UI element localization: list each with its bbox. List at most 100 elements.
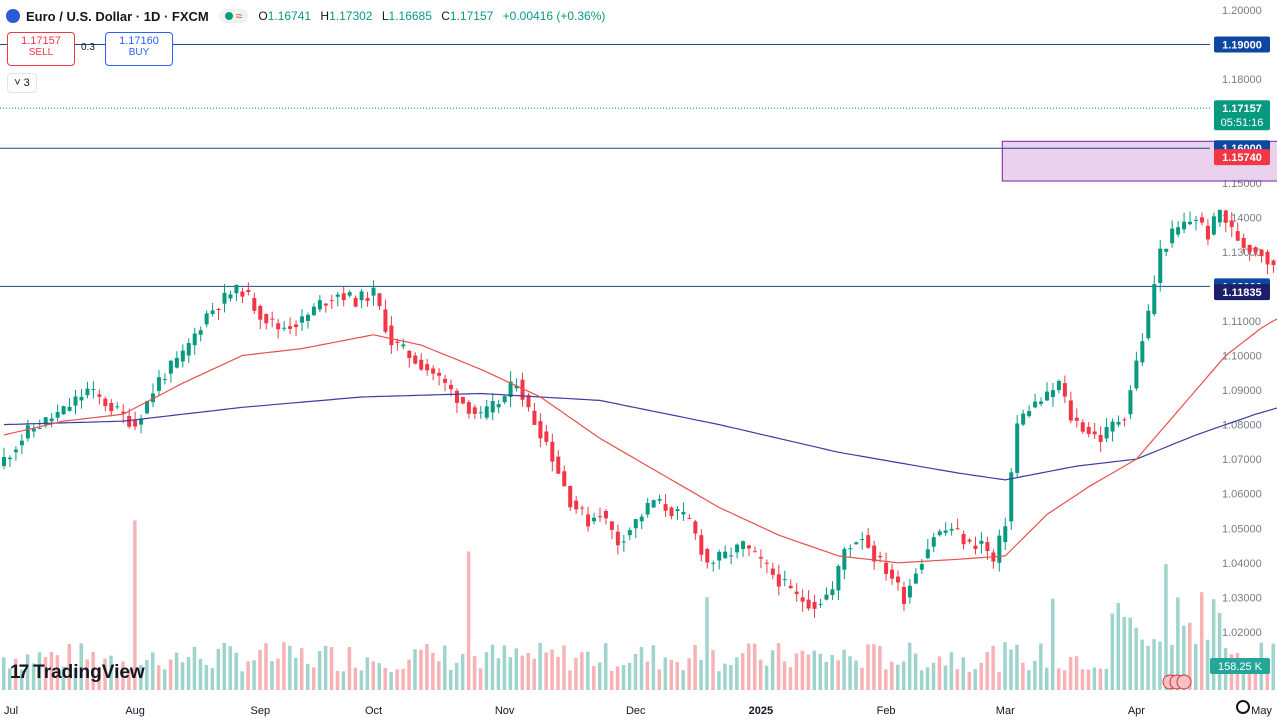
volume-bar: [693, 644, 697, 690]
volume-bar: [395, 669, 399, 690]
y-tick-label: 1.05000: [1222, 523, 1262, 535]
volume-bar: [1217, 613, 1222, 690]
candle-body: [1110, 421, 1115, 432]
market-status[interactable]: ≈: [218, 9, 249, 23]
volume-bar: [156, 665, 161, 690]
x-tick-label: Feb: [877, 705, 896, 717]
candle-body: [544, 431, 549, 442]
volume-bar: [1116, 603, 1121, 690]
volume-bar: [681, 670, 685, 690]
candle-body: [848, 548, 853, 550]
volume-bar: [240, 671, 244, 690]
candle-body: [222, 292, 227, 304]
candle-body: [252, 297, 257, 311]
volume-bar: [1128, 617, 1132, 690]
volume-bar: [389, 671, 393, 690]
y-tick-label: 1.09000: [1222, 385, 1262, 397]
candle-body: [43, 417, 48, 425]
candle-body: [663, 504, 668, 511]
symbol-title[interactable]: Euro / U.S. Dollar · 1D · FXCM: [26, 8, 209, 24]
candle-body: [633, 519, 638, 529]
candle-body: [443, 378, 448, 383]
volume-bar: [1033, 660, 1037, 690]
volume-bar: [669, 659, 674, 690]
volume-bar: [1194, 644, 1198, 690]
candle-body: [806, 599, 811, 609]
volume-bar: [1086, 669, 1091, 690]
candle-body: [1116, 421, 1121, 425]
volume-bar: [43, 657, 48, 690]
indicators-toggle[interactable]: ˅ 3: [7, 73, 37, 93]
volume-bar: [276, 658, 280, 690]
volume-bar: [210, 668, 215, 690]
candle-body: [1033, 401, 1038, 408]
volume-bar: [407, 659, 411, 690]
candle-body: [353, 297, 358, 307]
volume-bar: [663, 657, 668, 690]
volume-bar: [347, 647, 352, 690]
volume-bar: [961, 657, 966, 690]
y-tick-label: 1.18000: [1222, 74, 1262, 86]
candle-body: [651, 500, 656, 508]
candle-body: [1211, 216, 1216, 235]
candle-body: [1146, 310, 1151, 339]
volume-bar: [1146, 645, 1150, 690]
candle-body: [562, 471, 567, 487]
high-value: 1.17302: [329, 9, 373, 23]
candle-body: [264, 314, 269, 324]
candle-body: [514, 385, 519, 389]
volume-bar: [365, 657, 370, 690]
candle-body: [1074, 417, 1079, 421]
x-tick-label: Jul: [4, 705, 18, 717]
globe-icon: [6, 9, 20, 23]
volume-bar: [145, 659, 149, 690]
candle-body: [1039, 401, 1044, 404]
chart-header: Euro / U.S. Dollar · 1D · FXCM ≈ O1.1674…: [6, 6, 611, 26]
candle-body: [466, 402, 471, 414]
volume-bar: [55, 655, 60, 690]
candle-body: [186, 343, 191, 356]
x-tick-label: Nov: [495, 705, 515, 717]
candle-body: [258, 305, 263, 320]
volume-bar: [943, 665, 948, 690]
volume-bar: [1015, 644, 1019, 690]
volume-bar: [586, 651, 590, 690]
candle-body: [198, 330, 203, 335]
volume-bar: [824, 661, 828, 690]
candle-body: [639, 516, 644, 522]
x-tick-label: Sep: [250, 705, 270, 717]
volume-bar: [556, 656, 560, 690]
tradingview-logo[interactable]: 17 TradingView: [10, 662, 145, 684]
candle-body: [866, 535, 871, 548]
volume-bar: [246, 661, 250, 690]
volume-bar: [234, 652, 238, 690]
buy-button[interactable]: 1.17160 BUY: [105, 32, 173, 66]
volume-bar: [1009, 649, 1013, 690]
volume-bar: [1092, 667, 1097, 690]
volume-bar: [985, 651, 989, 690]
volume-bar: [270, 661, 274, 690]
tv-logo-icon: 17: [10, 662, 29, 683]
candle-body: [1021, 413, 1026, 425]
volume-bar: [496, 658, 501, 690]
candle-body: [168, 360, 173, 374]
candle-body: [1140, 341, 1145, 363]
gear-icon[interactable]: [1236, 700, 1250, 714]
volume-bar: [323, 645, 328, 690]
candle-body: [788, 585, 793, 589]
candle-body: [693, 521, 698, 534]
candle-body: [67, 406, 72, 411]
volume-bar: [329, 647, 334, 690]
volume-bar: [848, 656, 852, 690]
volume-bar: [818, 653, 823, 690]
volume-bar: [443, 645, 447, 690]
candle-body: [580, 507, 585, 509]
volume-bar: [1158, 641, 1162, 690]
volume-bar: [991, 645, 995, 690]
volume-bar: [687, 658, 691, 690]
candle-body: [1235, 231, 1240, 241]
candle-body: [162, 379, 167, 381]
volume-bar: [1080, 669, 1085, 690]
sell-button[interactable]: 1.17157 SELL: [7, 32, 75, 66]
